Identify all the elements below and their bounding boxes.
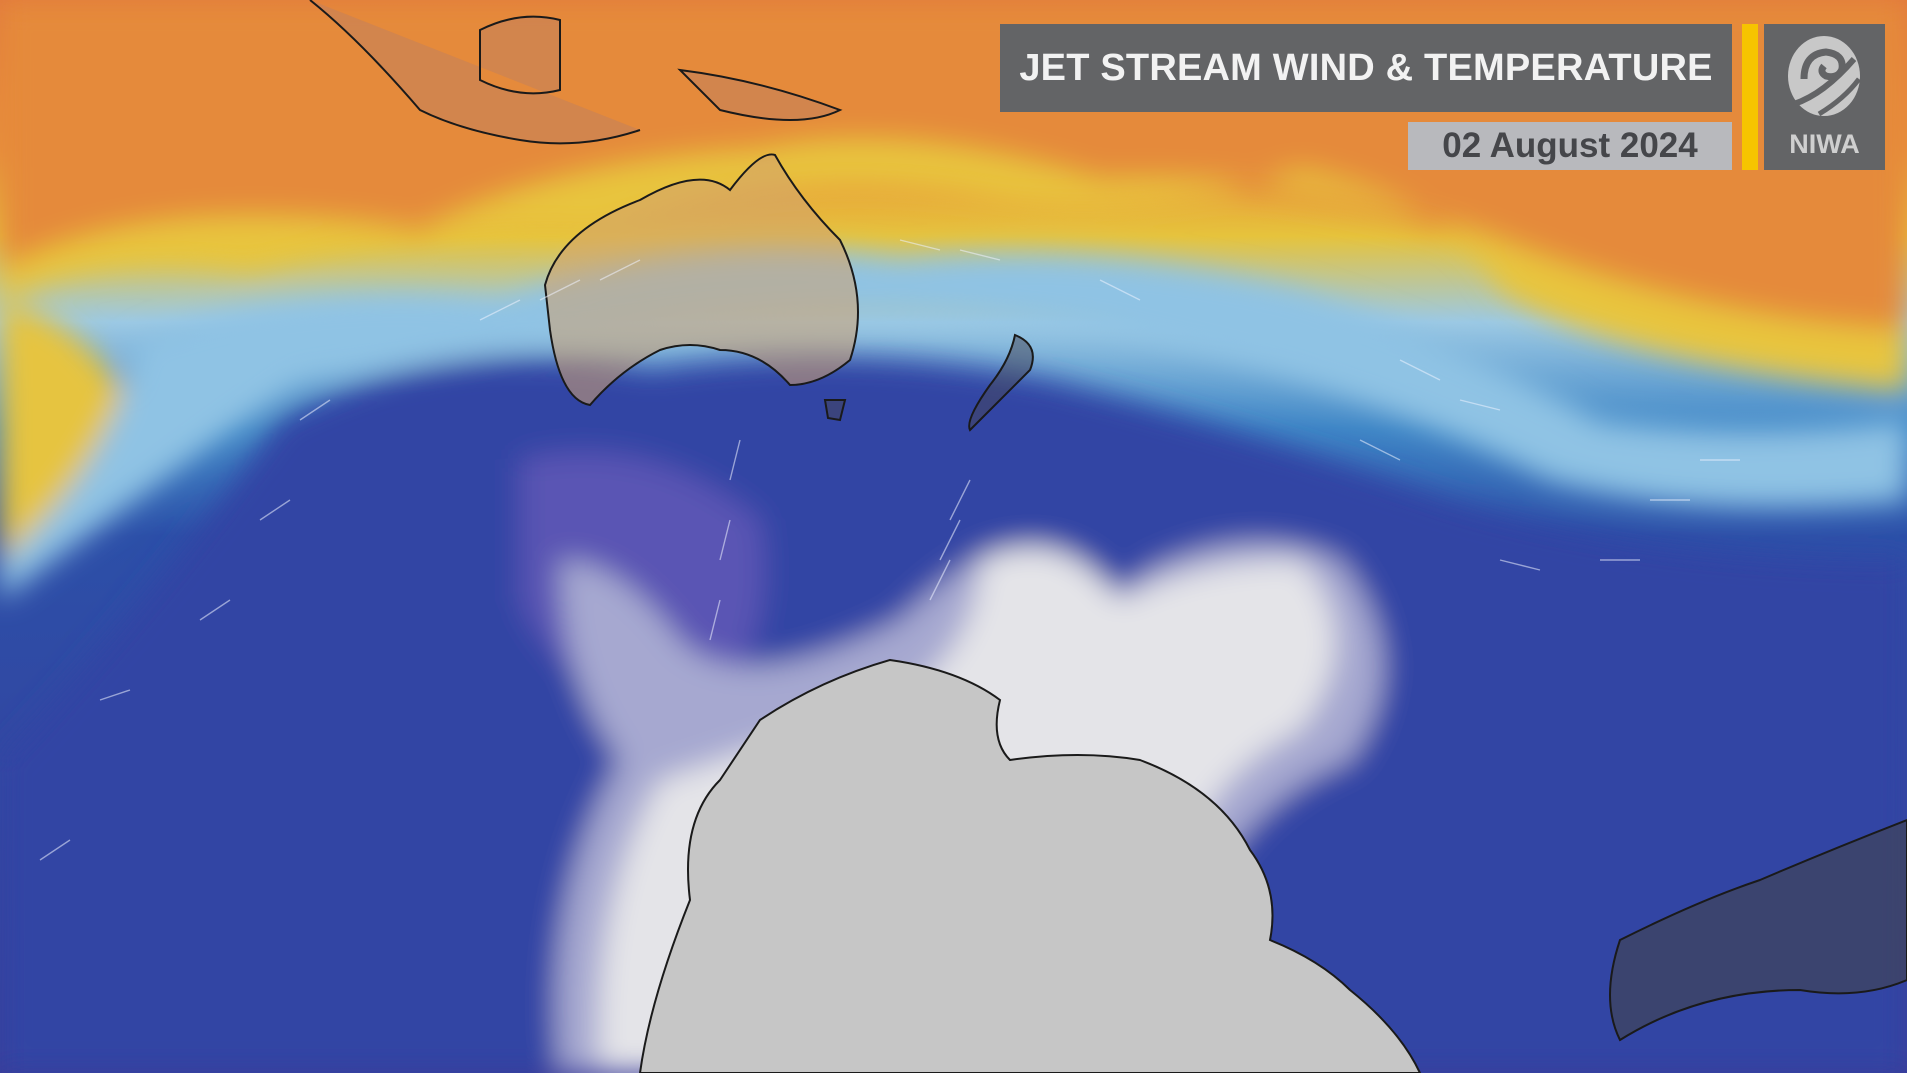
tasmania: [823, 399, 847, 422]
date-label: 02 August 2024: [1442, 126, 1698, 165]
title-panel: JET STREAM WIND & TEMPERATURE: [1000, 24, 1732, 112]
niwa-logo: NIWA: [1764, 24, 1885, 170]
date-panel: 02 August 2024: [1408, 122, 1732, 170]
maritime-continent: [309, 0, 843, 145]
australia-landmass: [543, 153, 859, 407]
wind-streaks: [39, 239, 1740, 861]
cool-band: [0, 251, 1907, 600]
page-title: JET STREAM WIND & TEMPERATURE: [1019, 46, 1713, 89]
logo-text: NIWA: [1789, 129, 1860, 159]
accent-bar: [1742, 24, 1758, 170]
yellow-band: [0, 140, 1907, 390]
yellow-west: [0, 300, 140, 560]
south-america-tip: [1609, 818, 1907, 1042]
antarctica-landmass: [638, 658, 1422, 1073]
niwa-swirl-logo-icon: [1788, 36, 1861, 117]
new-zealand: [968, 333, 1034, 432]
